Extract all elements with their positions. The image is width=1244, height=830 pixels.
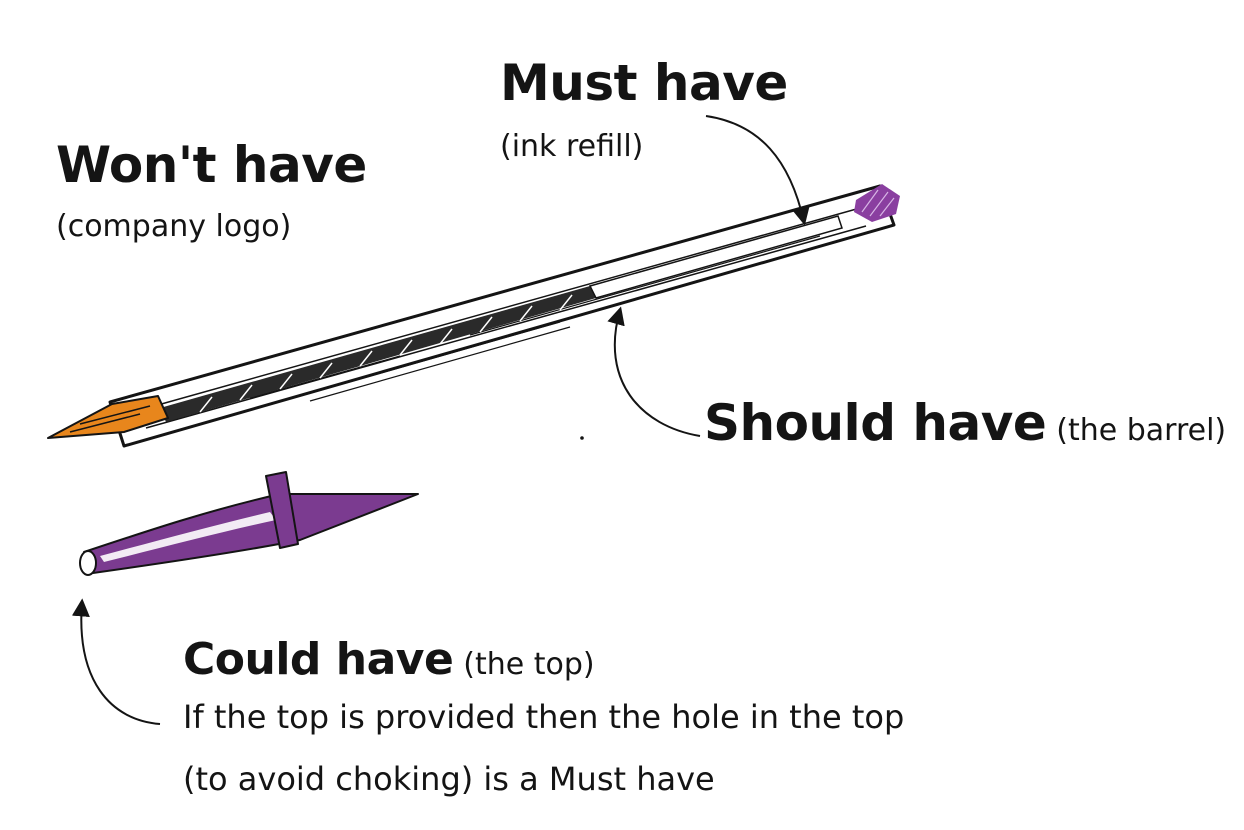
could-have-note-line2: (to avoid choking) is a Must have xyxy=(183,760,715,798)
could-have-heading: Could have xyxy=(183,634,454,685)
arrow-icon xyxy=(607,306,701,437)
arrow-icon xyxy=(705,115,810,226)
pen-tip-icon xyxy=(47,395,169,439)
pen-cap-icon xyxy=(79,471,419,576)
must-have-heading: Must have xyxy=(500,54,788,112)
should-have-subtitle: (the barrel) xyxy=(1056,413,1227,448)
ink-dot xyxy=(580,436,584,440)
must-have-subtitle: (ink refill) xyxy=(500,129,644,164)
could-have-label: Could have (the top) xyxy=(183,638,595,682)
should-have-label: Should have (the barrel) xyxy=(704,398,1226,448)
ink-refill-icon xyxy=(160,215,843,422)
could-have-subtitle: (the top) xyxy=(463,647,595,682)
wont-have-heading: Won't have xyxy=(56,136,367,194)
wont-have-subtitle: (company logo) xyxy=(56,209,292,244)
pen-end-plug-icon xyxy=(854,184,900,222)
arrow-icon xyxy=(71,598,161,725)
should-have-heading: Should have xyxy=(704,394,1047,452)
could-have-note-line1: If the top is provided then the hole in … xyxy=(183,698,905,736)
